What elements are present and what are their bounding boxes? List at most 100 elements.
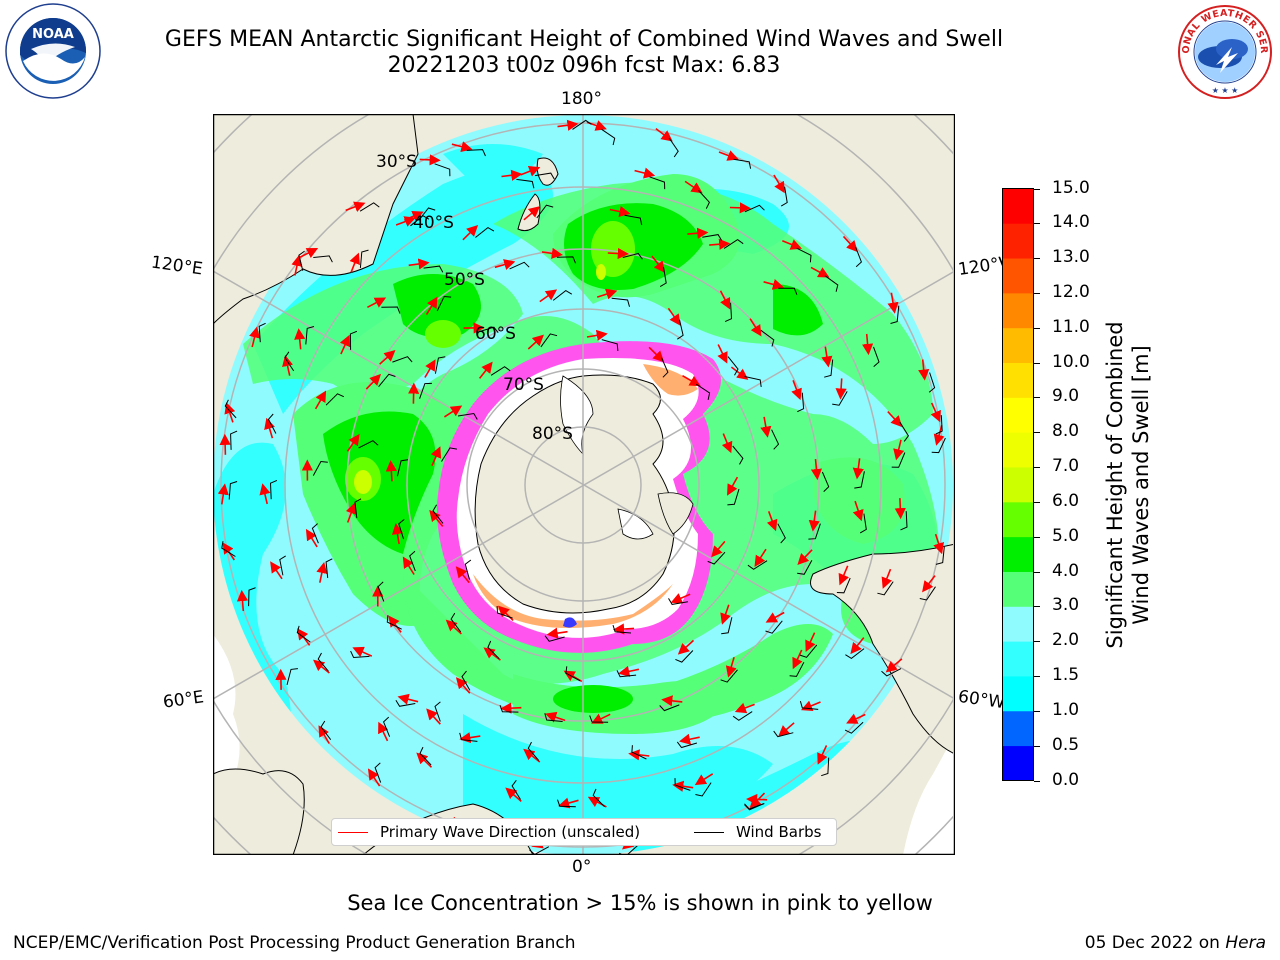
wind-barb: [698, 190, 710, 209]
wind-barb: [419, 746, 432, 766]
wind-barb: [780, 186, 788, 207]
wave-direction-arrow: [670, 593, 691, 604]
wind-barb: [799, 700, 819, 710]
wave-direction-arrow: [612, 623, 635, 635]
wind-barb: [832, 391, 848, 406]
colorbar-tick-mark: [1034, 432, 1040, 434]
wind-barb: [557, 799, 576, 808]
wind-barb: [855, 246, 862, 268]
colorbar-tick-label: 13.0: [1052, 247, 1090, 268]
wave-direction-arrow: [817, 745, 828, 765]
wave-direction-arrow: [345, 201, 366, 213]
wave-direction-arrow: [607, 247, 629, 260]
wave-direction-arrow: [765, 611, 785, 623]
wave-direction-arrow: [425, 296, 438, 316]
wind-barb: [824, 275, 839, 292]
wave-direction-arrow: [462, 224, 479, 241]
wave-direction-arrow: [352, 646, 373, 658]
wind-barb: [296, 625, 311, 643]
wave-direction-arrow: [379, 349, 396, 365]
wave-direction-arrow: [800, 700, 821, 712]
wave-peak-indian-max: [354, 470, 372, 494]
lon-label-60e: 60°E: [161, 687, 206, 713]
weddell-ice-shelf: [617, 508, 654, 540]
wind-barb: [320, 720, 332, 740]
nws-logo: NATIONAL WEATHER SERVICE ★ ★ ★: [1172, 0, 1274, 101]
wave-direction-arrow: [403, 211, 424, 222]
wind-barb: [313, 255, 333, 263]
wave-direction-arrow: [314, 390, 327, 410]
wind-barb: [478, 326, 499, 334]
wave-peak-indian-north: [425, 320, 461, 348]
wind-barb: [668, 598, 688, 605]
lat-label-30s: 30°S: [376, 152, 417, 172]
wave-direction-arrow: [318, 725, 330, 744]
wave-direction-arrow: [430, 446, 442, 467]
footer-host: Hera: [1225, 933, 1266, 953]
colorbar-tick-label: 1.0: [1052, 699, 1080, 720]
colorbar-tick-label: 8.0: [1052, 421, 1080, 442]
wind-barb: [624, 214, 643, 226]
wave-direction-arrow: [862, 333, 874, 356]
wave-direction-arrow: [711, 540, 726, 558]
lon-label-60w: 60°W: [956, 686, 1007, 714]
wind-barb: [441, 447, 457, 462]
wind-barb: [702, 234, 723, 241]
sea-ice-note: Sea Ice Concentration > 15% is shown in …: [347, 891, 933, 915]
wind-barb: [434, 356, 446, 374]
wave-direction-arrow: [850, 637, 865, 655]
wind-barb: [392, 356, 413, 363]
wind-barb: [723, 238, 744, 249]
wind-barb: [450, 612, 462, 633]
wave-direction-arrow: [236, 589, 249, 612]
wave-direction-arrow: [808, 510, 820, 532]
wave-direction-arrow: [677, 639, 695, 655]
lat-label-60s: 60°S: [475, 324, 516, 344]
wave-direction-arrow: [694, 773, 714, 786]
wind-barb: [432, 504, 444, 524]
wave-direction-arrow: [634, 167, 656, 179]
colorbar-tick-mark: [1034, 536, 1040, 538]
wave-direction-arrow: [443, 405, 463, 418]
colorbar-tick-mark: [1034, 606, 1040, 608]
wind-barb: [854, 471, 865, 489]
colorbar-block: [1002, 641, 1034, 677]
wave-direction-arrow: [885, 658, 903, 673]
wave-direction-arrow: [455, 677, 471, 694]
wind-barb: [509, 261, 530, 270]
wave-direction-arrow: [494, 259, 516, 270]
wave-direction-arrow: [545, 711, 566, 723]
chart-subtitle-forecast: 20221203 t00z 096h fcst Max: 6.83: [387, 53, 781, 78]
colorbar-tick-mark: [1034, 258, 1040, 260]
polar-map: [213, 114, 955, 855]
wave-direction-arrow: [821, 346, 833, 368]
wave-direction-arrow: [298, 247, 319, 259]
wave-direction-arrow: [894, 498, 906, 520]
colorbar-tick-mark: [1034, 223, 1040, 225]
wind-barb: [248, 587, 256, 607]
wind-barb: [659, 704, 680, 712]
colorbar: [1002, 188, 1034, 781]
wave-direction-arrow: [609, 206, 631, 217]
wave-direction-arrow: [385, 460, 397, 482]
wave-peak-pacific: [591, 221, 635, 277]
wave-direction-arrow: [682, 375, 701, 387]
wind-barb: [377, 581, 385, 602]
wave-direction-arrow: [219, 433, 231, 455]
wind-barb: [358, 440, 379, 449]
colorbar-tick-label: 12.0: [1052, 281, 1090, 302]
wind-barb: [464, 559, 472, 580]
wave-direction-arrow: [918, 359, 930, 381]
wind-barb: [527, 741, 540, 761]
lat-label-70s: 70°S: [503, 375, 544, 395]
colorbar-block: [1002, 397, 1034, 433]
wave-band-1.5-2m-south: [463, 714, 773, 837]
wind-barb: [409, 550, 416, 572]
wave-direction-arrow: [294, 328, 306, 350]
colorbar-tick-mark: [1034, 780, 1040, 782]
wind-barb: [286, 668, 298, 686]
wind-barb: [877, 581, 894, 596]
wave-direction-arrow: [416, 752, 433, 768]
wind-barb: [457, 412, 478, 420]
wave-direction-arrow: [852, 500, 864, 522]
